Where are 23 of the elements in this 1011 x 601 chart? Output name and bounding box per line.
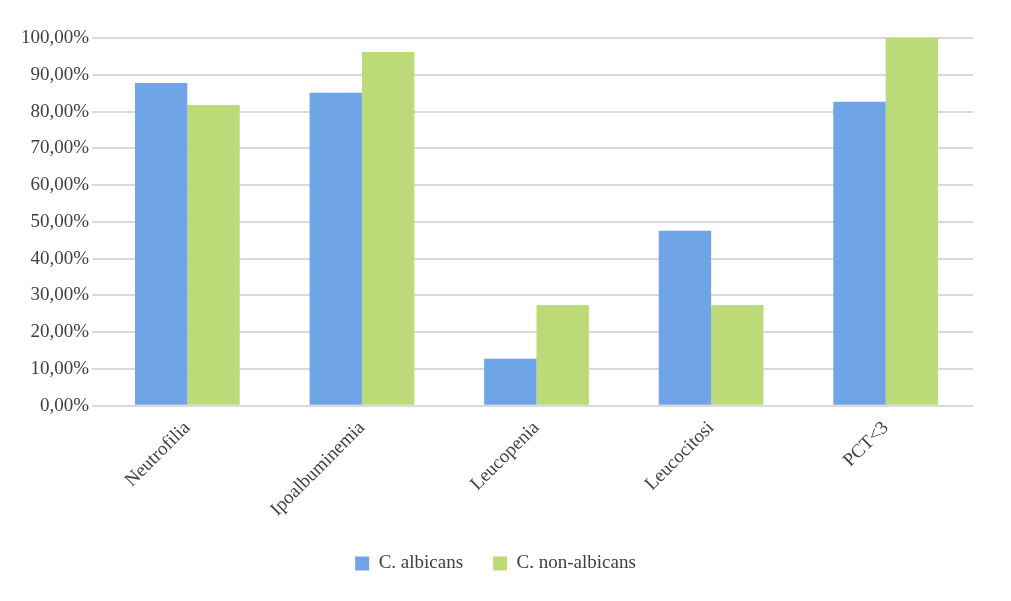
y-tick-label: 70,00% — [30, 136, 90, 158]
y-tick-label: 10,00% — [30, 357, 90, 379]
bar — [361, 51, 415, 405]
bar — [711, 305, 764, 405]
y-tick-label: 90,00% — [30, 62, 90, 84]
bar — [309, 92, 362, 405]
y-tick-label: 100,00% — [21, 25, 90, 47]
y-tick-label: 60,00% — [30, 173, 90, 195]
y-tick-label: 40,00% — [30, 246, 90, 268]
y-tick-label: 0,00% — [40, 393, 90, 415]
bar — [187, 104, 240, 405]
bar — [658, 230, 712, 405]
bar — [484, 358, 537, 405]
bar — [134, 82, 188, 405]
legend-label: C. albicans — [378, 551, 464, 573]
y-tick-label: 50,00% — [30, 209, 90, 231]
bar — [536, 305, 589, 405]
y-tick-label: 30,00% — [30, 283, 90, 305]
legend-label: C. non-albicans — [516, 551, 636, 573]
y-tick-label: 20,00% — [30, 320, 90, 342]
y-tick-label: 80,00% — [30, 99, 90, 121]
bar — [833, 101, 886, 405]
bar — [885, 38, 939, 405]
